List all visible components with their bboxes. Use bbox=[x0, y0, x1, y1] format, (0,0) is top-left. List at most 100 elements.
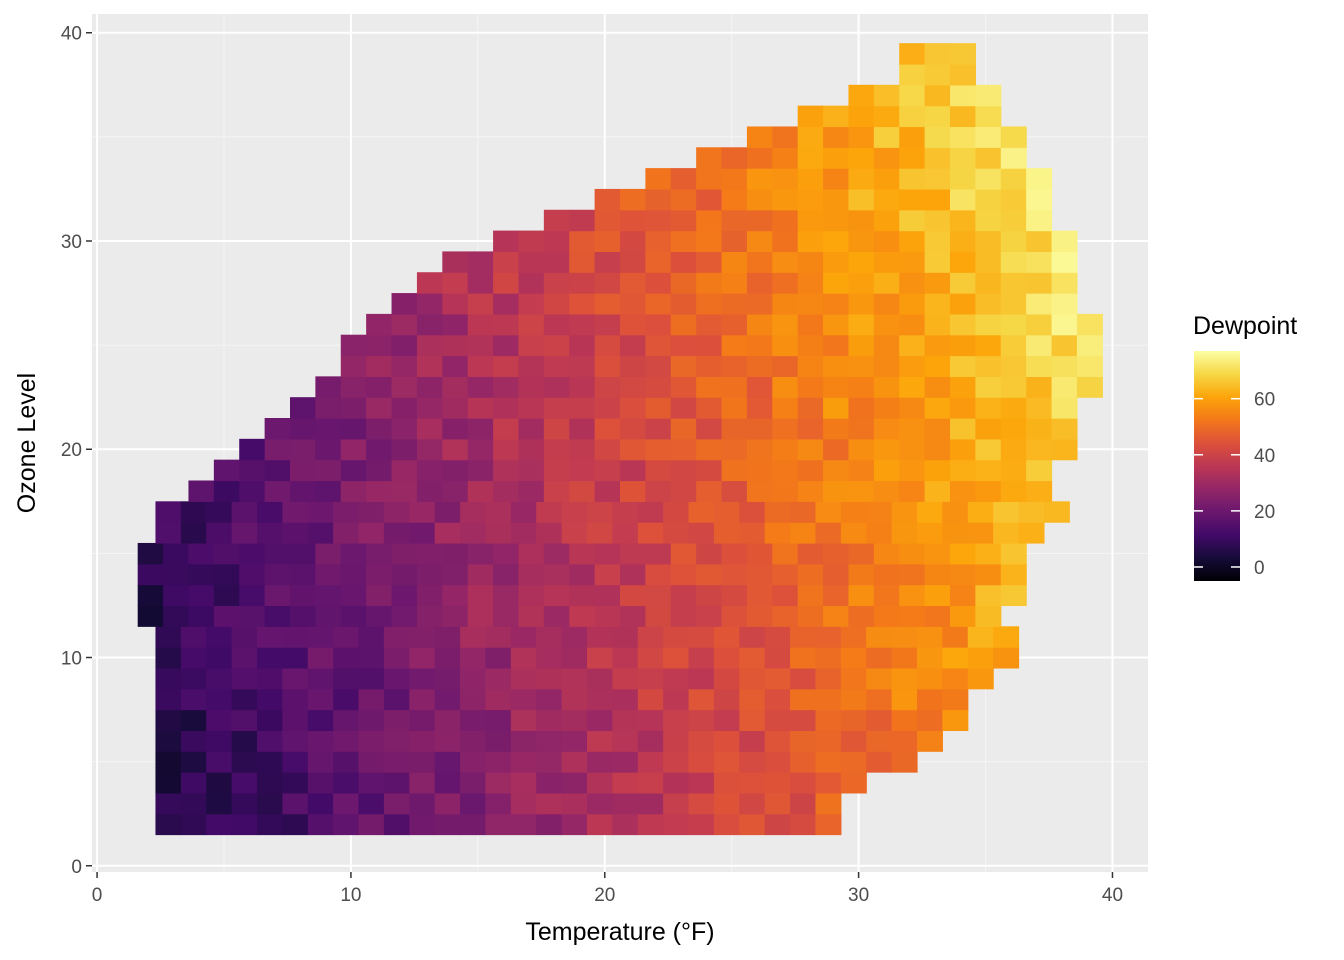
heatmap-cell bbox=[163, 563, 190, 586]
heatmap-cell bbox=[257, 688, 283, 711]
heatmap-cell bbox=[282, 626, 309, 648]
heatmap-cell bbox=[670, 168, 697, 190]
heatmap-cell bbox=[873, 84, 900, 107]
heatmap-cell bbox=[137, 584, 164, 607]
heatmap-cell bbox=[645, 438, 672, 461]
heatmap-cell bbox=[739, 522, 766, 544]
heatmap-cell bbox=[899, 438, 926, 461]
heatmap-cell bbox=[543, 418, 570, 440]
heatmap-cell bbox=[383, 688, 410, 711]
heatmap-cell bbox=[416, 605, 443, 627]
heatmap-cell bbox=[536, 813, 563, 836]
heatmap-cell bbox=[688, 626, 715, 648]
heatmap-cell bbox=[637, 772, 664, 794]
heatmap-cell bbox=[264, 418, 291, 440]
heatmap-cell bbox=[257, 626, 283, 648]
heatmap-cell bbox=[561, 813, 588, 836]
heatmap-cell bbox=[434, 688, 461, 711]
heatmap-cell bbox=[257, 772, 283, 794]
heatmap-cell bbox=[764, 667, 791, 690]
heatmap-cell bbox=[493, 355, 520, 377]
x-tick-label: 40 bbox=[1102, 885, 1123, 906]
heatmap-cell bbox=[569, 251, 596, 273]
heatmap-cell bbox=[358, 709, 385, 731]
heatmap-cell bbox=[848, 438, 875, 461]
heatmap-cell bbox=[442, 355, 469, 377]
heatmap-cell bbox=[975, 230, 1002, 253]
heatmap-cell bbox=[721, 459, 748, 482]
heatmap-cell bbox=[663, 626, 690, 648]
heatmap-cell bbox=[493, 376, 520, 398]
heatmap-cell bbox=[587, 647, 613, 669]
heatmap-cell bbox=[848, 480, 875, 502]
heatmap-cell bbox=[713, 772, 740, 794]
heatmap-cell bbox=[670, 188, 697, 211]
heatmap-cell bbox=[561, 709, 588, 731]
heatmap-cell bbox=[891, 647, 918, 669]
heatmap-cell bbox=[1051, 293, 1078, 315]
heatmap-cell bbox=[467, 397, 494, 419]
heatmap-cell bbox=[434, 647, 461, 669]
heatmap-cell bbox=[663, 730, 690, 752]
heatmap-cell bbox=[282, 647, 309, 669]
heatmap-cell bbox=[873, 355, 900, 377]
heatmap-cell bbox=[688, 501, 715, 523]
heatmap-cell bbox=[797, 147, 824, 169]
heatmap-cell bbox=[536, 751, 563, 773]
heatmap-cell bbox=[790, 751, 817, 773]
heatmap-cell bbox=[645, 605, 672, 627]
heatmap-cell bbox=[823, 168, 850, 190]
heatmap-cell bbox=[746, 480, 773, 502]
heatmap-cell bbox=[848, 126, 875, 148]
heatmap-cell bbox=[231, 792, 258, 815]
heatmap-cell bbox=[358, 751, 385, 773]
heatmap-cell bbox=[840, 626, 867, 648]
heatmap-cell bbox=[569, 376, 596, 398]
heatmap-cell bbox=[206, 522, 233, 544]
heatmap-cell bbox=[409, 688, 436, 711]
heatmap-cell bbox=[899, 397, 926, 419]
heatmap-cell bbox=[891, 709, 918, 731]
heatmap-cell bbox=[823, 230, 850, 253]
legend-tick-label: 40 bbox=[1254, 446, 1275, 467]
heatmap-cell bbox=[645, 355, 672, 377]
y-tick-label: 0 bbox=[71, 857, 82, 878]
heatmap-cell bbox=[1000, 188, 1027, 211]
heatmap-cell bbox=[772, 147, 799, 169]
heatmap-cell bbox=[333, 772, 360, 794]
heatmap-cell bbox=[180, 522, 207, 544]
heatmap-cell bbox=[899, 230, 926, 253]
heatmap-cell bbox=[1026, 438, 1053, 461]
heatmap-cell bbox=[899, 272, 926, 294]
heatmap-cell bbox=[823, 480, 850, 502]
heatmap-cell bbox=[620, 355, 646, 377]
heatmap-cell bbox=[917, 626, 943, 648]
heatmap-cell bbox=[772, 126, 799, 148]
heatmap-cell bbox=[873, 397, 900, 419]
heatmap-cell bbox=[155, 813, 182, 836]
heatmap-cell bbox=[670, 563, 697, 586]
heatmap-cell bbox=[815, 772, 842, 794]
heatmap-cell bbox=[899, 563, 926, 586]
heatmap-cell bbox=[746, 230, 773, 253]
heatmap-cell bbox=[442, 376, 469, 398]
heatmap-cell bbox=[510, 792, 537, 815]
heatmap-cell bbox=[873, 376, 900, 398]
heatmap-cell bbox=[391, 334, 418, 357]
heatmap-cell bbox=[797, 376, 824, 398]
heatmap-cell bbox=[536, 792, 563, 815]
heatmap-cell bbox=[637, 709, 664, 731]
heatmap-cell bbox=[594, 584, 621, 607]
heatmap-cell bbox=[823, 418, 850, 440]
heatmap-cell bbox=[561, 730, 588, 752]
heatmap-cell bbox=[924, 438, 951, 461]
heatmap-cell bbox=[663, 813, 690, 836]
heatmap-cell bbox=[891, 751, 918, 773]
heatmap-cell bbox=[391, 293, 418, 315]
heatmap-cells bbox=[137, 43, 1103, 836]
heatmap-cell bbox=[645, 418, 672, 440]
heatmap-cell bbox=[645, 168, 672, 190]
heatmap-cell bbox=[746, 313, 773, 336]
heatmap-cell bbox=[696, 147, 723, 169]
heatmap-cell bbox=[518, 480, 545, 502]
